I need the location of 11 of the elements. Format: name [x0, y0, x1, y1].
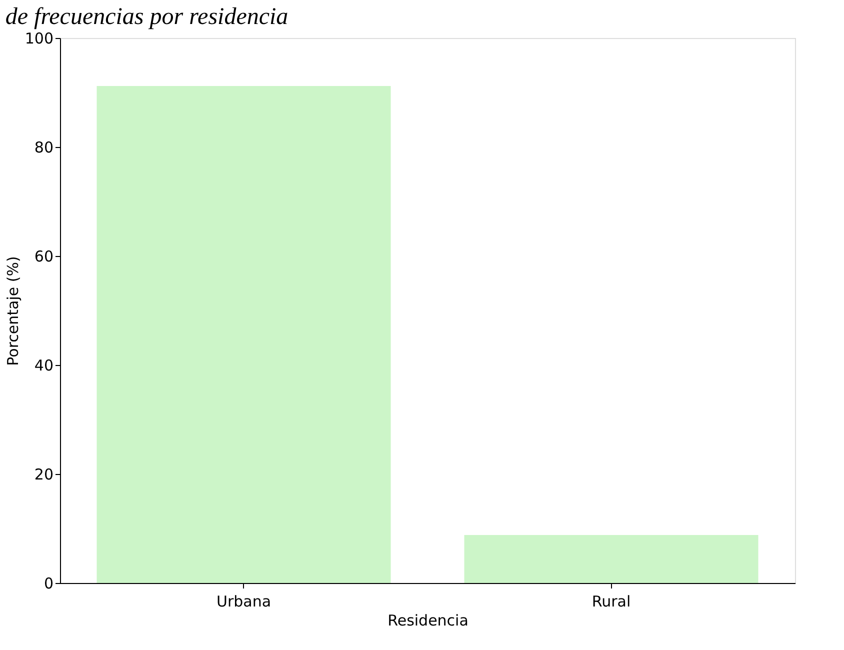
y-tick-label: 60	[34, 248, 54, 266]
chart-title: de frecuencias por residencia	[5, 4, 288, 30]
y-tick-label: 20	[34, 466, 54, 484]
y-axis-title: Porcentaje (%)	[4, 256, 22, 366]
x-tick-label: Urbana	[216, 592, 272, 610]
y-tick-label: 100	[24, 30, 54, 48]
x-axis-title: Residencia	[388, 612, 468, 630]
y-tick-label: 80	[34, 138, 54, 156]
x-tick-label: Rural	[592, 592, 631, 610]
y-tick-label: 0	[44, 574, 54, 592]
y-tick-label: 40	[34, 356, 54, 374]
